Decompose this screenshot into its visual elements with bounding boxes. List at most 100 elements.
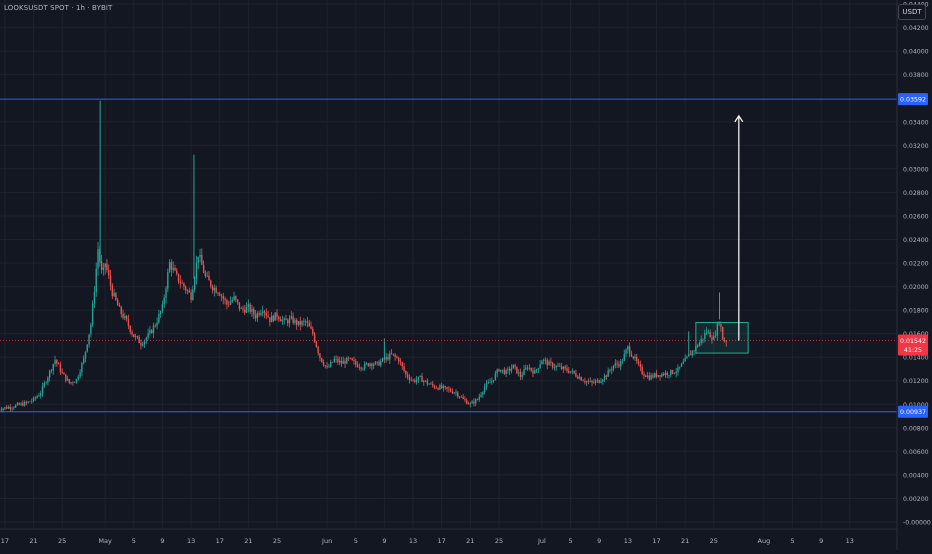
candle-body <box>276 312 277 316</box>
candle-body <box>128 320 129 326</box>
candle-body <box>378 362 379 366</box>
candle-body <box>471 402 472 404</box>
candle-body <box>692 351 693 355</box>
candle-body <box>235 296 236 299</box>
candle-body <box>520 372 521 377</box>
candle-body <box>196 263 197 279</box>
candle-body <box>149 330 150 333</box>
candle-body <box>319 353 320 358</box>
candle-body <box>550 362 551 363</box>
candle-body <box>473 402 474 404</box>
time-tick-label: 17 <box>216 537 224 545</box>
time-tick-label: 25 <box>58 537 66 545</box>
candle-body <box>62 372 63 373</box>
candle-body <box>627 346 628 350</box>
candle-body <box>350 358 351 359</box>
candle-body <box>190 292 191 300</box>
candle-body <box>158 314 159 323</box>
candle-body <box>219 294 220 296</box>
candle-body <box>509 369 510 371</box>
price-tick-label: 0.02200 <box>903 261 929 268</box>
candle-body <box>171 262 172 270</box>
price-tick-label: 0.03800 <box>903 72 929 79</box>
candle-body <box>72 382 73 383</box>
candle-body <box>205 273 206 276</box>
candle-body <box>130 326 131 332</box>
candle-body <box>70 382 71 383</box>
candle-body <box>305 321 306 322</box>
candle-body <box>69 379 70 383</box>
candle-body <box>493 380 494 381</box>
candle-body <box>44 383 45 386</box>
breakout-rectangle[interactable] <box>696 322 748 353</box>
candle-body <box>672 370 673 374</box>
candle-body <box>153 326 154 333</box>
candle-body <box>24 402 25 406</box>
candle-body <box>602 380 603 382</box>
candle-body <box>310 327 311 329</box>
candle-body <box>282 320 283 322</box>
candle-body <box>217 293 218 294</box>
candle-body <box>90 325 91 335</box>
candle-body <box>332 362 333 363</box>
candle-body <box>233 296 234 300</box>
candle-body <box>543 360 544 361</box>
candle-body <box>357 364 358 367</box>
candle-body <box>468 404 469 405</box>
candle-body <box>326 366 327 367</box>
time-tick-label: 25 <box>710 537 718 545</box>
time-tick-label: 5 <box>790 537 794 545</box>
candle-body <box>85 352 86 359</box>
candle-body <box>262 311 263 312</box>
candle-body <box>441 385 442 388</box>
candle-body <box>615 363 616 365</box>
candle-body <box>377 362 378 363</box>
candle-body <box>421 376 422 382</box>
candle-body <box>26 402 27 403</box>
candle-body <box>625 350 626 354</box>
candle-body <box>500 370 501 371</box>
candle-body <box>187 290 188 291</box>
candle-body <box>258 313 259 315</box>
candle-body <box>215 288 216 293</box>
candle-body <box>189 291 190 293</box>
candle-body <box>174 268 175 271</box>
candle-body <box>593 382 594 383</box>
currency-button[interactable]: USDT <box>898 4 926 20</box>
candle-body <box>513 365 514 369</box>
candle-body <box>566 368 567 371</box>
candle-body <box>344 361 345 364</box>
level-price-label: 0.03592 <box>900 96 926 103</box>
candle-body <box>101 261 102 269</box>
time-tick-label: 13 <box>187 537 195 545</box>
price-tick-label: 0.02400 <box>903 237 929 244</box>
candle-body <box>232 300 233 302</box>
candle-body <box>654 373 655 377</box>
candle-body <box>371 364 372 366</box>
candle-body <box>677 368 678 372</box>
candle-body <box>607 370 608 377</box>
candle-body <box>495 373 496 379</box>
candle-body <box>675 372 676 373</box>
candle-body <box>36 396 37 398</box>
candle-body <box>548 362 549 366</box>
price-tick-label: 0.01400 <box>903 355 929 362</box>
candle-body <box>40 394 41 396</box>
price-tick-label: 0.04000 <box>903 49 929 56</box>
candle-body <box>137 336 138 337</box>
candle-body <box>491 381 492 382</box>
candle-body <box>656 373 657 376</box>
price-tick-label: 0.01800 <box>903 308 929 315</box>
candle-body <box>162 304 163 311</box>
candle-body <box>504 370 505 374</box>
candle-body <box>301 321 302 325</box>
candle-body <box>285 319 286 320</box>
candle-body <box>693 351 694 352</box>
candle-body <box>106 264 107 270</box>
candle-body <box>514 365 515 367</box>
bar-countdown-label: 41:25 <box>904 347 922 354</box>
price-tick-label: 0.04200 <box>903 25 929 32</box>
candle-body <box>42 386 43 393</box>
